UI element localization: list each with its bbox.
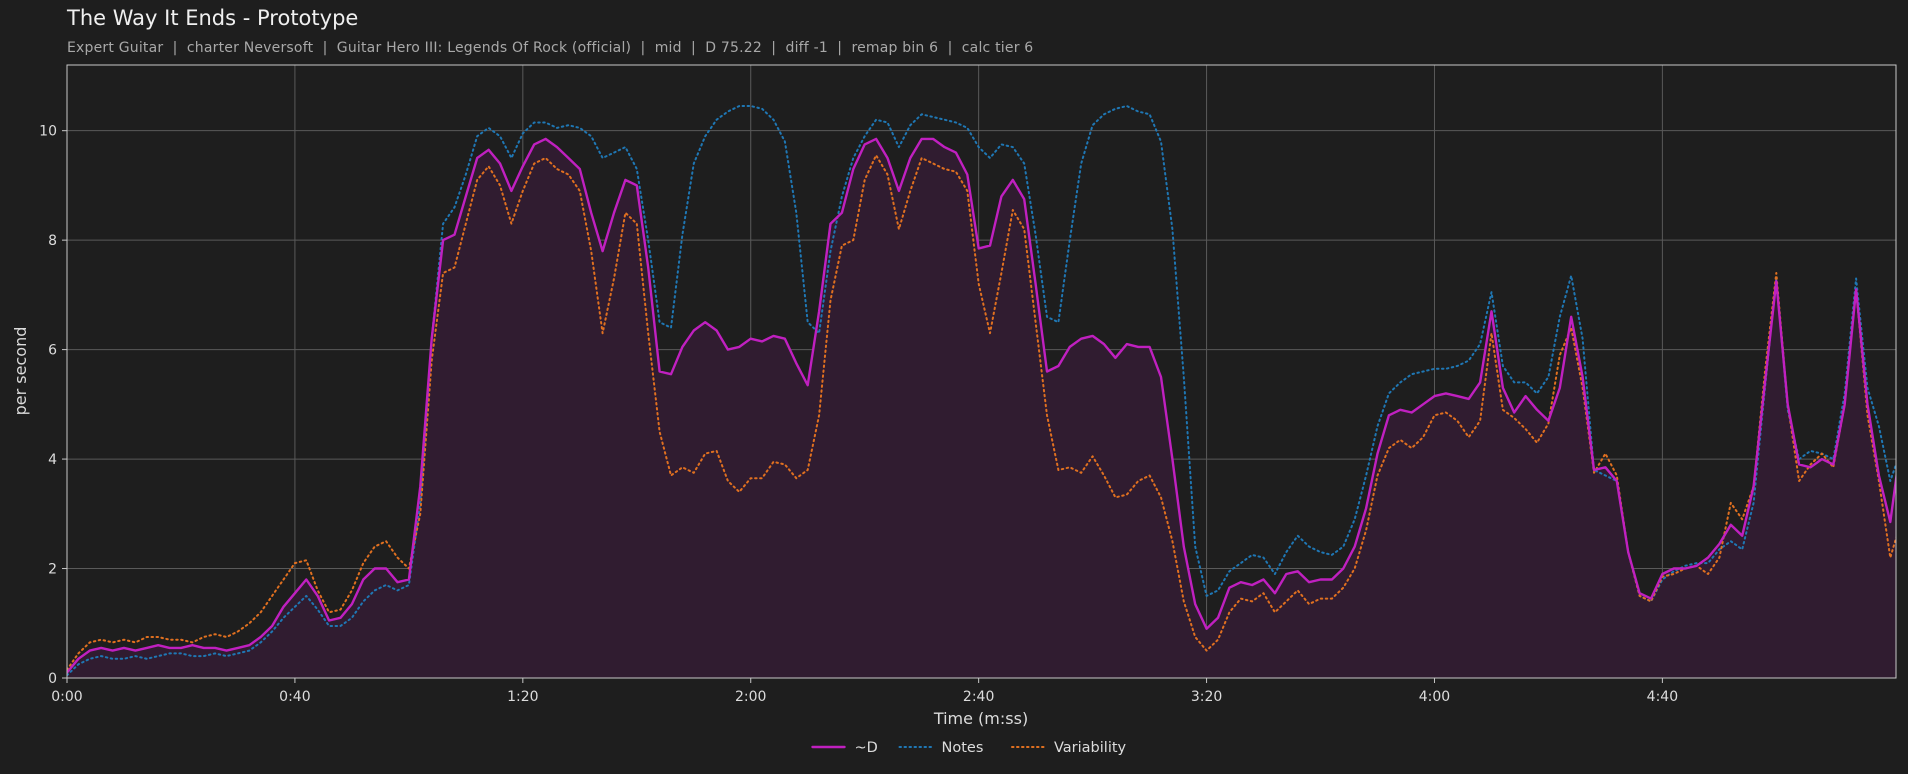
chart-subtitle: Expert Guitar | charter Neversoft | Guit…	[67, 40, 1034, 56]
plot-frame	[66, 64, 1897, 679]
x-tick-label: 2:00	[735, 689, 766, 705]
y-tick-labels: 0 2 4 6 8 10	[39, 124, 57, 687]
y-tick-label: 4	[48, 452, 57, 468]
y-tick-label: 8	[48, 233, 57, 249]
y-tick-label: 10	[39, 124, 57, 140]
x-tick-label: 0:40	[279, 689, 310, 705]
legend: ~D Notes Variability	[811, 740, 1127, 756]
x-axis-label: Time (m:ss)	[933, 709, 1028, 728]
y-tick-label: 0	[48, 671, 57, 687]
series-layer	[67, 105, 1896, 677]
x-tick-label: 0:00	[51, 689, 82, 705]
legend-label: Variability	[1054, 740, 1127, 756]
legend-label: ~D	[855, 740, 878, 756]
legend-item-variability: Variability	[1011, 740, 1127, 756]
x-tick-labels: 0:00 0:40 1:20 2:00 2:40 3:20 4:00 4:40	[51, 689, 1678, 705]
series-fill-d	[67, 138, 1896, 678]
x-tick-label: 4:40	[1647, 689, 1678, 705]
y-axis-label: per second	[11, 327, 30, 416]
y-tick-label: 6	[48, 343, 57, 359]
legend-item-d: ~D	[811, 740, 878, 756]
chart-title: The Way It Ends - Prototype	[67, 6, 359, 30]
series-line-d	[67, 137, 1896, 674]
x-tick-label: 2:40	[963, 689, 994, 705]
x-tick-label: 3:20	[1191, 689, 1222, 705]
legend-item-notes: Notes	[898, 740, 984, 756]
fill-layer	[67, 138, 1896, 678]
y-tick-label: 2	[48, 562, 57, 578]
legend-label: Notes	[942, 740, 984, 756]
x-tick-label: 4:00	[1419, 689, 1450, 705]
x-tick-label: 1:20	[507, 689, 538, 705]
